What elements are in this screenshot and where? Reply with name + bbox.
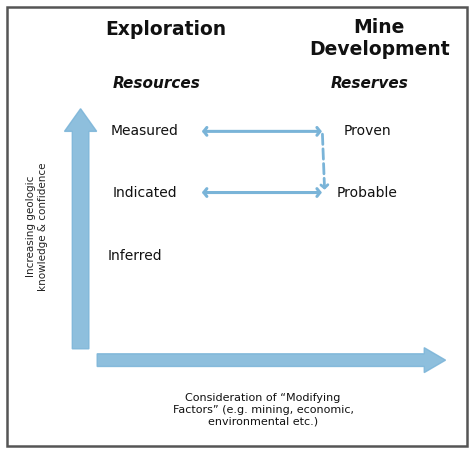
Text: Measured: Measured	[110, 125, 179, 138]
Text: Inferred: Inferred	[108, 249, 163, 263]
Text: Consideration of “Modifying
Factors” (e.g. mining, economic,
environmental etc.): Consideration of “Modifying Factors” (e.…	[173, 393, 354, 427]
Text: Reserves: Reserves	[331, 76, 409, 92]
FancyArrow shape	[97, 348, 446, 372]
Text: Mine
Development: Mine Development	[309, 18, 449, 59]
Text: Proven: Proven	[344, 125, 391, 138]
Text: Exploration: Exploration	[105, 20, 227, 39]
FancyArrow shape	[64, 109, 97, 349]
Text: Indicated: Indicated	[112, 186, 177, 199]
Text: Increasing geologic
knowledge & confidence: Increasing geologic knowledge & confiden…	[26, 162, 48, 291]
Text: Probable: Probable	[337, 186, 398, 199]
Text: Resources: Resources	[112, 76, 201, 92]
